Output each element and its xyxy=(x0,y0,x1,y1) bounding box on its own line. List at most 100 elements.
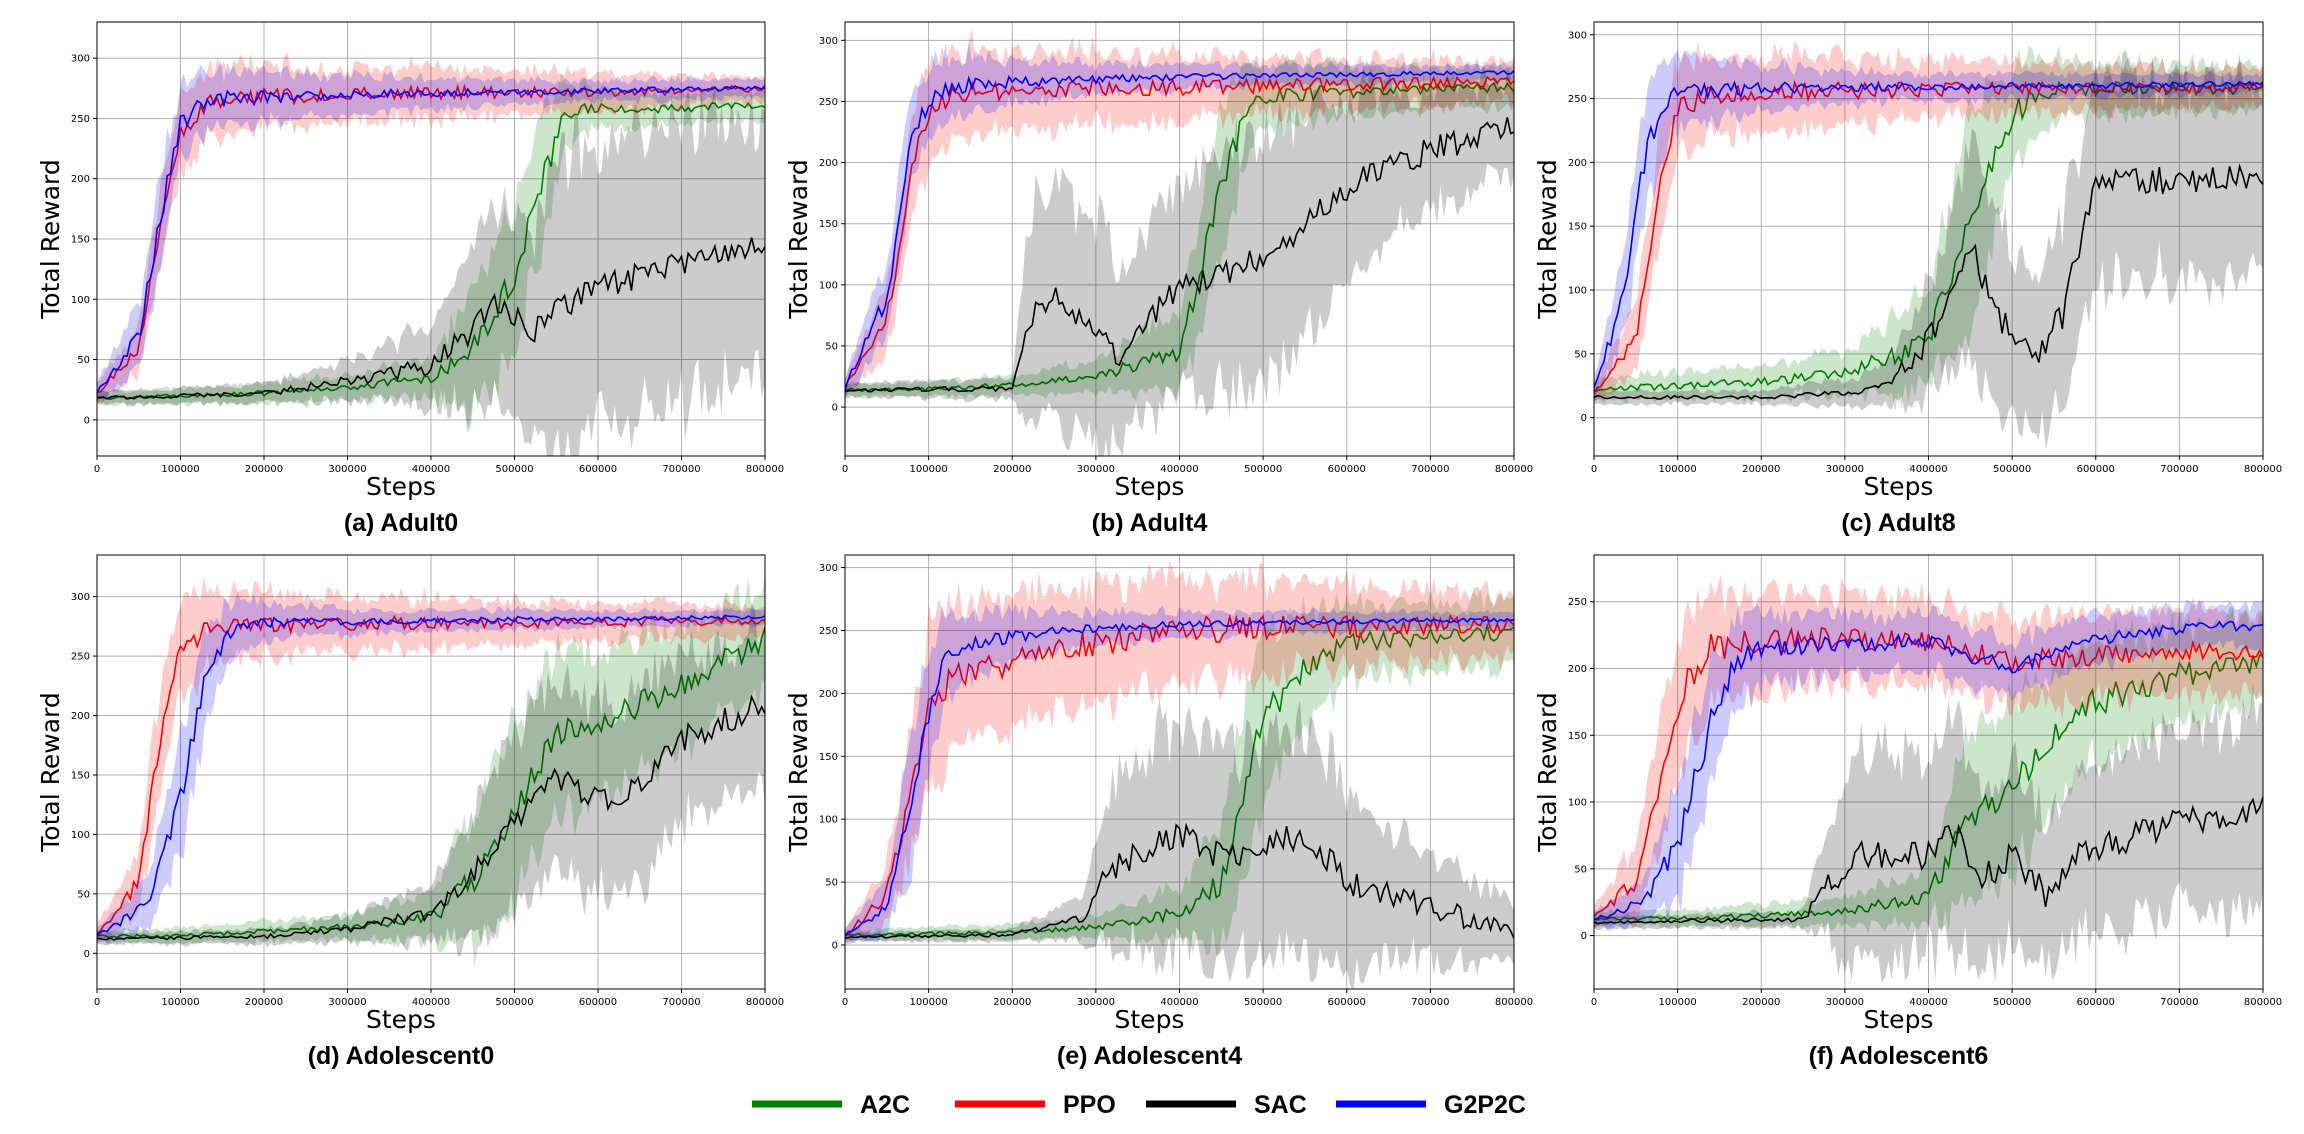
x-axis-label: Steps xyxy=(1864,472,1934,501)
band-g2p2c xyxy=(97,59,765,403)
band-g2p2c xyxy=(1594,599,2263,931)
legend-item-ppo: PPO xyxy=(955,1091,1116,1119)
legend-item-sac: SAC xyxy=(1146,1091,1307,1119)
y-tick-label: 250 xyxy=(819,626,838,637)
y-axis-label: Total Reward xyxy=(1533,692,1562,852)
x-tick-label: 200000 xyxy=(993,464,1031,475)
y-axis-label: Total Reward xyxy=(1533,159,1562,319)
x-tick-label: 700000 xyxy=(2160,464,2198,475)
y-tick-label: 100 xyxy=(819,815,838,826)
x-tick-label: 400000 xyxy=(1160,464,1198,475)
y-tick-label: 100 xyxy=(71,295,90,306)
line-sac xyxy=(845,822,1514,939)
line-sac xyxy=(97,237,765,400)
plot-area xyxy=(1594,40,2263,450)
line-g2p2c xyxy=(1594,620,2263,920)
panel-caption: (c) Adult8 xyxy=(1841,509,1955,537)
x-tick-label: 200000 xyxy=(245,464,283,475)
band-sac xyxy=(845,699,1514,989)
plot-area xyxy=(1594,573,2263,984)
x-tick-label: 700000 xyxy=(1411,464,1449,475)
line-g2p2c xyxy=(845,69,1514,391)
x-tick-label: 800000 xyxy=(746,464,784,475)
x-axis-label: Steps xyxy=(1115,472,1185,501)
x-tick-label: 300000 xyxy=(1077,464,1115,475)
x-tick-label: 200000 xyxy=(245,997,283,1008)
y-tick-label: 250 xyxy=(819,97,838,108)
band-ppo xyxy=(1594,573,2263,931)
y-tick-label: 250 xyxy=(1568,597,1587,608)
line-ppo xyxy=(845,75,1514,391)
y-tick-label: 250 xyxy=(71,652,90,663)
line-sac xyxy=(1594,163,2263,400)
x-tick-label: 200000 xyxy=(1742,997,1780,1008)
x-tick-label: 800000 xyxy=(2244,464,2282,475)
y-tick-label: 100 xyxy=(1568,798,1587,809)
band-ppo xyxy=(1594,40,2263,402)
plot-area xyxy=(845,560,1514,989)
y-tick-label: 0 xyxy=(84,415,90,426)
x-tick-label: 500000 xyxy=(495,997,533,1008)
band-ppo xyxy=(97,576,765,945)
x-tick-label: 600000 xyxy=(579,464,617,475)
panel-5: 0 100000 200000 300000 400000 500000 600000 700… xyxy=(784,554,1533,1070)
y-tick-label: 200 xyxy=(1568,664,1587,675)
y-tick-label: 0 xyxy=(832,403,838,414)
y-tick-label: 150 xyxy=(1568,222,1587,233)
panel-caption: (d) Adolescent0 xyxy=(308,1042,495,1070)
x-tick-label: 100000 xyxy=(1659,997,1697,1008)
x-tick-label: 500000 xyxy=(1993,464,2031,475)
y-tick-label: 150 xyxy=(71,770,90,781)
band-a2c xyxy=(1594,44,2263,413)
line-a2c xyxy=(1594,654,2263,922)
x-tick-label: 100000 xyxy=(1659,464,1697,475)
band-sac xyxy=(1594,681,2263,984)
x-tick-label: 800000 xyxy=(2244,997,2282,1008)
x-tick-label: 700000 xyxy=(662,997,700,1008)
line-sac xyxy=(1594,796,2263,925)
legend-item-a2c: A2C xyxy=(752,1091,910,1119)
y-tick-label: 300 xyxy=(1568,30,1587,41)
x-tick-label: 600000 xyxy=(1328,464,1366,475)
x-tick-label: 500000 xyxy=(1244,464,1282,475)
y-tick-label: 150 xyxy=(819,219,838,230)
y-tick-label: 100 xyxy=(819,280,838,291)
y-tick-label: 250 xyxy=(71,114,90,125)
y-tick-label: 100 xyxy=(71,830,90,841)
legend-label: A2C xyxy=(860,1091,910,1119)
y-tick-label: 200 xyxy=(71,174,90,185)
y-tick-label: 50 xyxy=(825,878,838,889)
panel-caption: (f) Adolescent6 xyxy=(1809,1042,1989,1070)
y-tick-label: 50 xyxy=(77,355,90,366)
x-tick-label: 200000 xyxy=(1742,464,1780,475)
line-ppo xyxy=(97,614,765,934)
x-tick-label: 400000 xyxy=(1160,997,1198,1008)
line-g2p2c xyxy=(1594,80,2263,388)
y-tick-label: 150 xyxy=(819,752,838,763)
x-tick-label: 500000 xyxy=(1993,997,2031,1008)
line-g2p2c xyxy=(97,614,765,936)
x-tick-label: 0 xyxy=(842,464,848,475)
legend-label: SAC xyxy=(1254,1091,1307,1119)
plot-area xyxy=(845,29,1514,456)
x-tick-label: 800000 xyxy=(1495,464,1533,475)
y-tick-label: 0 xyxy=(1581,931,1587,942)
panel-caption: (b) Adult4 xyxy=(1092,509,1208,537)
x-tick-label: 800000 xyxy=(746,997,784,1008)
x-tick-label: 300000 xyxy=(1077,997,1115,1008)
x-tick-label: 300000 xyxy=(328,997,366,1008)
y-tick-label: 200 xyxy=(71,711,90,722)
x-tick-label: 100000 xyxy=(161,997,199,1008)
line-g2p2c xyxy=(97,84,765,393)
legend-label: G2P2C xyxy=(1444,1091,1526,1119)
line-a2c xyxy=(1594,79,2263,392)
y-tick-label: 200 xyxy=(819,158,838,169)
y-axis-label: Total Reward xyxy=(784,159,813,319)
y-tick-label: 200 xyxy=(1568,158,1587,169)
y-tick-label: 0 xyxy=(832,940,838,951)
x-tick-label: 200000 xyxy=(993,997,1031,1008)
x-tick-label: 600000 xyxy=(2077,997,2115,1008)
y-tick-label: 150 xyxy=(71,235,90,246)
x-tick-label: 100000 xyxy=(161,464,199,475)
